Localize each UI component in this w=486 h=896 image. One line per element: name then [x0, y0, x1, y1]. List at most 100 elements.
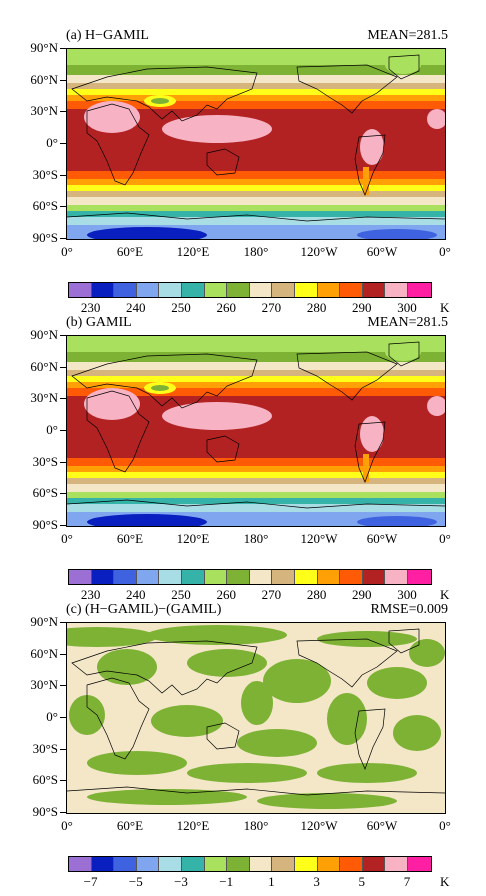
coastline: [86, 677, 150, 760]
cold-region: [363, 454, 369, 482]
colorbar-swatch: [69, 283, 92, 297]
colorbar-label: 3: [313, 874, 320, 889]
colorbar-swatch: [69, 857, 92, 871]
x-tick-label: 60°E: [116, 244, 144, 259]
positive-region: [67, 627, 157, 647]
y-tick: [60, 525, 66, 526]
colorbar-swatch: [159, 570, 182, 584]
panel-statistic: MEAN=281.5: [367, 315, 448, 330]
colorbar-swatch: [340, 857, 363, 871]
colorbar-swatch: [69, 570, 92, 584]
lat-band: [67, 472, 445, 478]
colorbar-label: 290: [352, 587, 372, 602]
colorbar-swatch: [159, 283, 182, 297]
y-tick-label: 30°S: [32, 453, 58, 469]
positive-region: [317, 763, 417, 783]
y-tick: [60, 717, 66, 718]
panel-statistic: MEAN=281.5: [367, 28, 448, 43]
hot-region: [360, 129, 384, 165]
coastline: [388, 341, 420, 367]
y-tick: [60, 206, 66, 208]
x-tick-label: 0°: [61, 818, 73, 833]
colorbar: [68, 856, 432, 872]
y-tick: [60, 238, 66, 239]
x-tick-label: 180°: [243, 244, 269, 259]
cold-region: [385, 56, 421, 74]
y-tick-label: 60°S: [32, 485, 58, 501]
colorbar-swatch: [227, 570, 250, 584]
cold-region: [151, 98, 169, 104]
lat-band: [67, 352, 445, 362]
cold-region: [87, 514, 207, 526]
y-tick-label: 30°S: [32, 740, 58, 756]
colorbar-swatch: [136, 570, 160, 584]
x-tick-label: 120°E: [176, 531, 210, 546]
positive-region: [263, 659, 331, 703]
coastline: [296, 64, 398, 114]
cold-region: [87, 227, 207, 239]
y-tick: [60, 622, 66, 623]
colorbar-label: −5: [128, 874, 143, 889]
colorbar-label: 230: [80, 587, 101, 602]
colorbar-label: 1: [268, 874, 275, 889]
colorbar-swatch: [317, 283, 341, 297]
y-tick: [60, 461, 66, 463]
y-tick-label: 90°N: [30, 40, 58, 55]
colorbar-swatch: [204, 857, 228, 871]
colorbar-label: −7: [83, 874, 98, 889]
colorbar-swatch: [294, 857, 318, 871]
lat-band: [67, 101, 445, 109]
colorbar-label: 250: [171, 300, 191, 315]
colorbar-swatch: [204, 283, 228, 297]
cold-region: [151, 385, 169, 391]
hot-region: [162, 115, 272, 143]
y-tick: [60, 653, 66, 655]
colorbar-swatch: [272, 857, 295, 871]
panel-title: (c) (H−GAMIL)−(GAMIL): [66, 602, 222, 617]
lat-band: [67, 478, 445, 484]
colorbar-swatch: [136, 283, 160, 297]
coastline: [206, 435, 240, 463]
colorbar-swatch: [407, 857, 431, 871]
positive-region: [147, 625, 287, 645]
lat-band: [67, 83, 445, 89]
colorbar-label: 7: [403, 874, 411, 889]
map-plot: [66, 622, 446, 814]
lat-band: [67, 217, 445, 225]
y-tick: [60, 780, 66, 782]
x-tick-label: 180°: [243, 818, 269, 833]
lat-band: [67, 498, 445, 504]
positive-region: [151, 705, 223, 737]
colorbar-swatch: [385, 570, 408, 584]
colorbar-label: −1: [219, 874, 234, 889]
colorbar-swatch: [317, 570, 341, 584]
x-tick-label: 60°E: [116, 531, 144, 546]
colorbar-label: 260: [216, 587, 236, 602]
colorbar-swatch: [362, 857, 386, 871]
map-svg: [67, 336, 445, 526]
colorbar-swatch: [227, 857, 250, 871]
positive-region: [69, 695, 105, 735]
colorbar-swatch: [340, 283, 363, 297]
map-svg: [67, 49, 445, 239]
colorbar-unit: K: [440, 587, 450, 602]
lat-band: [67, 336, 445, 352]
colorbar-label: 280: [306, 587, 327, 602]
coastline: [388, 54, 420, 80]
lat-band: [67, 75, 445, 83]
colorbar-swatch: [294, 283, 318, 297]
x-tick-label: 0°: [439, 818, 451, 833]
coastline: [206, 722, 240, 750]
coastline: [388, 628, 420, 654]
colorbar-swatch: [362, 570, 386, 584]
positive-region: [87, 751, 187, 775]
colorbar-swatch: [362, 283, 386, 297]
colorbar-swatch: [181, 570, 205, 584]
lat-band: [67, 191, 445, 197]
x-tick-label: 0°: [439, 244, 451, 259]
hot-region: [427, 109, 445, 129]
x-tick-label: 60°W: [366, 531, 398, 546]
lat-band: [67, 504, 445, 512]
coastline: [296, 638, 398, 688]
x-tick-label: 120°W: [300, 818, 338, 833]
